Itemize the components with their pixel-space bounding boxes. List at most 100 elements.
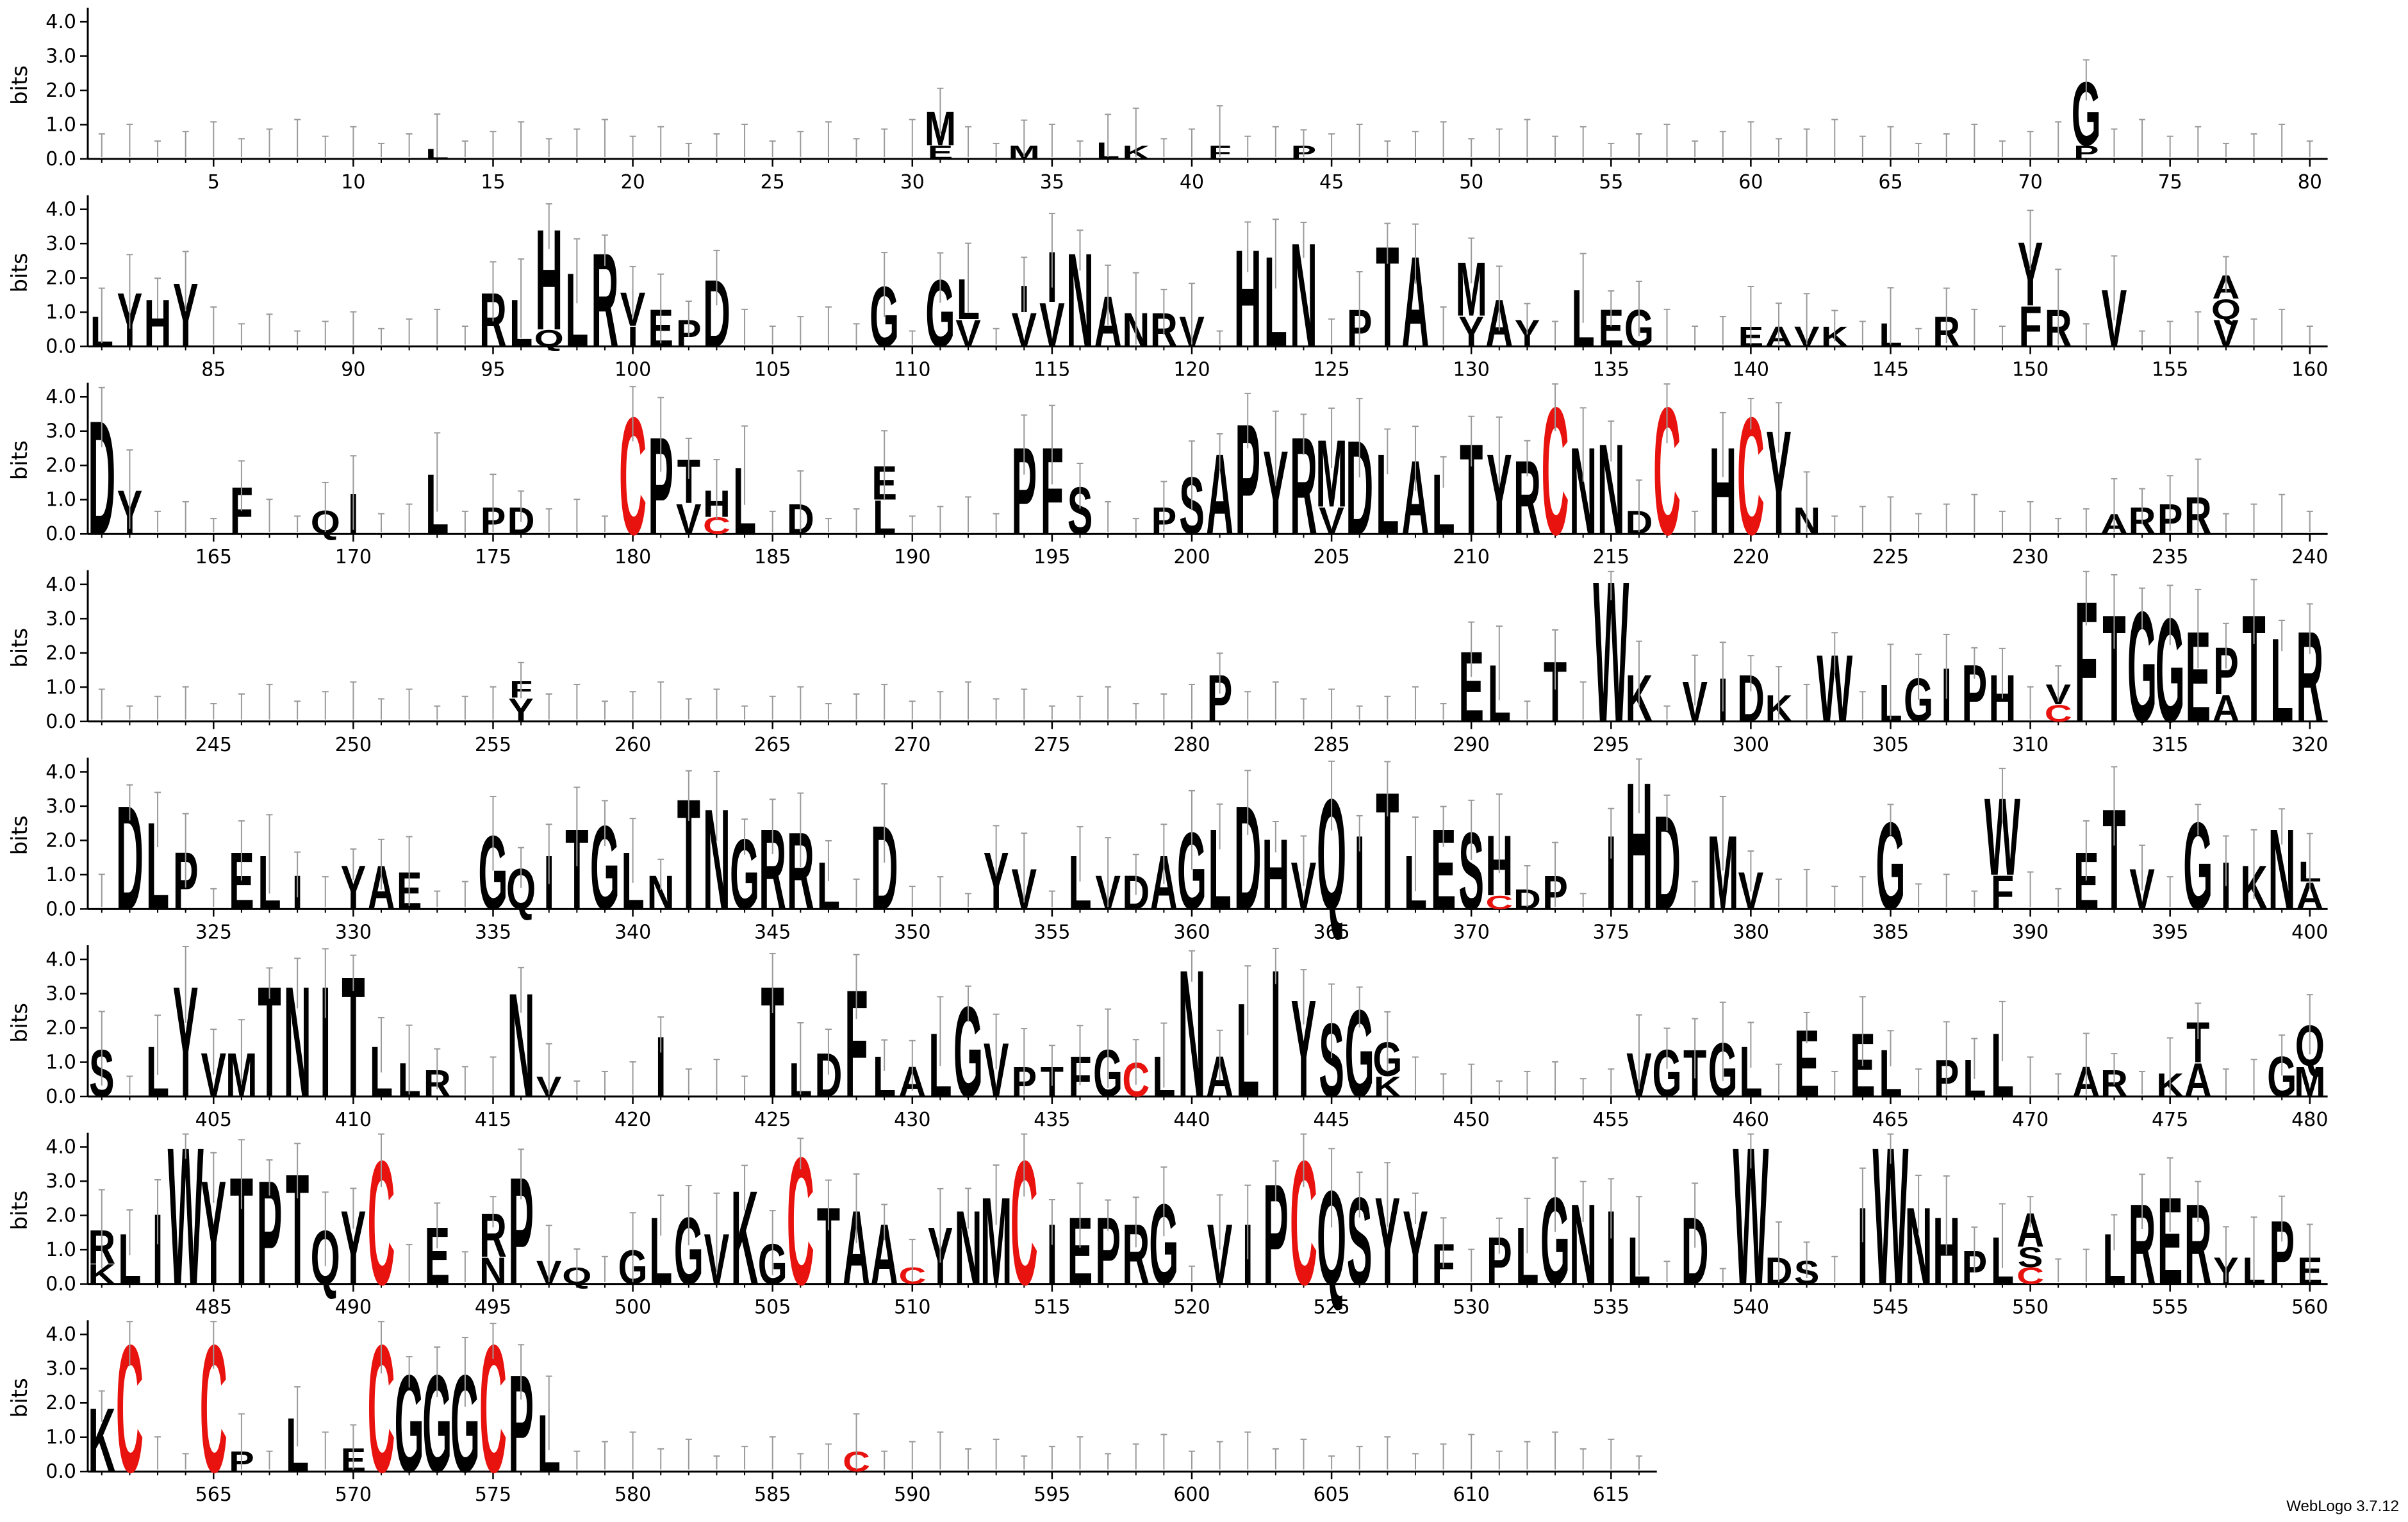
x-tick-label: 305 (1872, 734, 1909, 756)
residue-glyph: V (1319, 499, 1344, 542)
residue-glyph: I (1271, 932, 1281, 1136)
residue-glyph: K (1374, 1071, 1401, 1103)
x-tick-label: 260 (614, 734, 651, 756)
x-tick-label: 115 (1034, 359, 1070, 381)
y-tick-label: 3.0 (45, 420, 76, 443)
x-tick-label: 580 (614, 1484, 651, 1506)
x-tick-label: 310 (2012, 734, 2049, 756)
x-tick-label: 585 (754, 1484, 791, 1506)
x-tick-label: 210 (1453, 546, 1490, 568)
x-tick-label: 290 (1453, 734, 1490, 756)
y-tick-label: 0.0 (45, 148, 76, 170)
x-tick-label: 410 (335, 1109, 372, 1131)
x-tick-label: 10 (341, 171, 365, 194)
y-tick-label: 0.0 (45, 898, 76, 920)
y-tick-label: 1.0 (45, 489, 76, 511)
residue-glyph: I (1047, 1207, 1057, 1303)
x-tick-label: 395 (2152, 921, 2188, 943)
x-tick-label: 555 (2152, 1296, 2188, 1319)
residue-glyph: A (2212, 687, 2239, 730)
x-tick-label: 415 (475, 1109, 511, 1131)
x-tick-label: 85 (201, 359, 226, 381)
x-tick-label: 200 (1173, 546, 1210, 568)
residue-glyph: I (1606, 815, 1616, 932)
x-tick-label: 120 (1173, 359, 1210, 381)
y-tick-label: 3.0 (45, 1358, 76, 1380)
y-tick-label: 2.0 (45, 829, 76, 852)
x-tick-label: 175 (475, 546, 511, 568)
x-tick-label: 275 (1034, 734, 1070, 756)
x-tick-label: 80 (2298, 171, 2322, 194)
x-tick-label: 540 (1733, 1296, 1769, 1319)
residue-glyph: I (1354, 815, 1364, 932)
x-tick-label: 330 (335, 921, 372, 943)
y-tick-label: 3.0 (45, 795, 76, 818)
residue-glyph: P (2074, 142, 2099, 163)
x-tick-label: 95 (481, 359, 505, 381)
x-tick-label: 460 (1733, 1109, 1769, 1131)
x-tick-label: 355 (1034, 921, 1070, 943)
residue-glyph: F (2018, 295, 2041, 359)
x-tick-label: 160 (2291, 359, 2328, 381)
x-tick-label: 560 (2291, 1296, 2328, 1319)
y-tick-label: 4.0 (45, 1323, 76, 1346)
residue-glyph: I (153, 1194, 163, 1306)
x-tick-label: 500 (614, 1296, 651, 1319)
x-tick-label: 550 (2012, 1296, 2049, 1319)
x-tick-label: 125 (1313, 359, 1349, 381)
x-tick-label: 90 (341, 359, 365, 381)
x-tick-label: 335 (475, 921, 511, 943)
x-tick-label: 505 (754, 1296, 791, 1319)
x-tick-label: 70 (2018, 171, 2042, 194)
x-tick-label: 195 (1034, 546, 1070, 568)
y-tick-label: 1.0 (45, 864, 76, 886)
x-tick-label: 165 (195, 546, 232, 568)
y-tick-label: 2.0 (45, 1205, 76, 1227)
y-tick-label: 0.0 (45, 523, 76, 545)
y-axis-label: bits (7, 440, 33, 480)
y-axis-label: bits (7, 815, 33, 855)
x-tick-label: 280 (1173, 734, 1210, 756)
x-tick-label: 430 (894, 1109, 930, 1131)
x-tick-label: 240 (2291, 546, 2328, 568)
y-tick-label: 3.0 (45, 1170, 76, 1193)
y-tick-label: 2.0 (45, 79, 76, 102)
x-tick-label: 45 (1319, 171, 1344, 194)
y-tick-label: 2.0 (45, 642, 76, 665)
y-tick-label: 4.0 (45, 948, 76, 971)
x-tick-label: 130 (1453, 359, 1490, 381)
residue-glyph: C (1485, 891, 1513, 913)
y-axis-label: bits (7, 1003, 33, 1043)
x-tick-label: 545 (1872, 1296, 1909, 1319)
x-tick-label: 565 (195, 1484, 232, 1506)
residue-glyph: C (2016, 1262, 2044, 1289)
x-tick-label: 40 (1180, 171, 1204, 194)
x-tick-label: 155 (2152, 359, 2188, 381)
y-tick-label: 2.0 (45, 267, 76, 290)
x-tick-label: 100 (614, 359, 651, 381)
x-tick-label: 470 (2012, 1109, 2049, 1131)
x-tick-label: 420 (614, 1109, 651, 1131)
x-tick-label: 295 (1593, 734, 1629, 756)
residue-glyph: V (2213, 311, 2239, 354)
y-tick-label: 2.0 (45, 1392, 76, 1414)
x-tick-label: 15 (481, 171, 505, 194)
x-tick-label: 50 (1459, 171, 1483, 194)
x-tick-label: 170 (335, 546, 372, 568)
x-tick-label: 455 (1593, 1109, 1629, 1131)
residue-glyph: Y (1458, 308, 1484, 356)
x-tick-label: 350 (894, 921, 930, 943)
x-tick-label: 365 (1313, 921, 1349, 943)
x-tick-label: 485 (195, 1296, 232, 1319)
x-tick-label: 495 (475, 1296, 511, 1319)
x-tick-label: 375 (1593, 921, 1629, 943)
y-axis-label: bits (7, 1191, 33, 1230)
x-tick-label: 380 (1733, 921, 1769, 943)
residue-glyph: E (928, 142, 953, 163)
x-tick-label: 65 (1878, 171, 1902, 194)
x-tick-label: 515 (1034, 1296, 1070, 1319)
